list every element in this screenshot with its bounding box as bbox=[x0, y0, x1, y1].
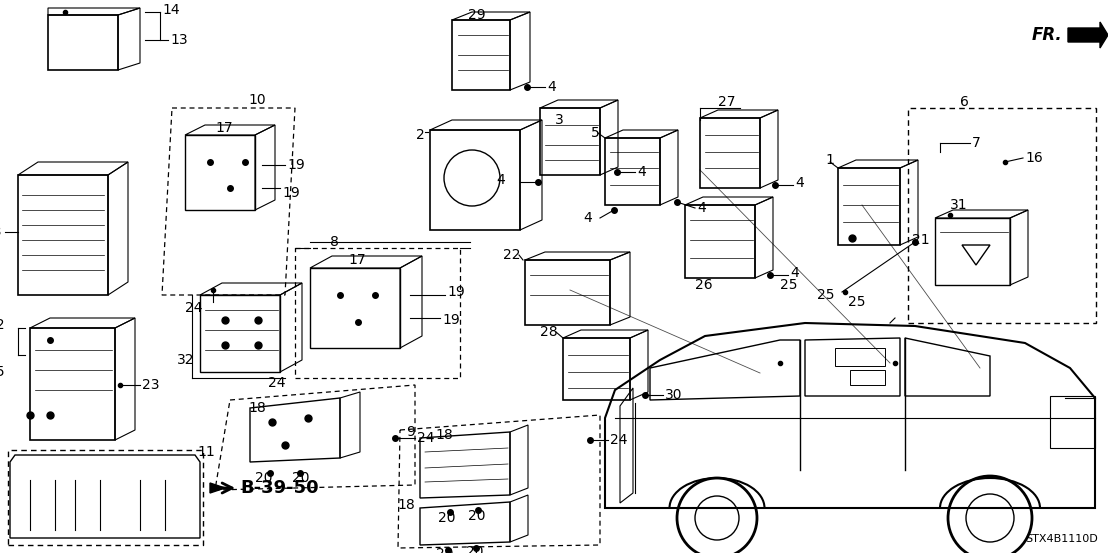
Text: 8: 8 bbox=[330, 235, 339, 249]
Text: 6: 6 bbox=[960, 95, 968, 109]
Text: 20: 20 bbox=[468, 509, 485, 523]
Text: 20: 20 bbox=[255, 471, 273, 485]
Polygon shape bbox=[211, 483, 225, 493]
Text: 3: 3 bbox=[555, 113, 564, 127]
Text: 24: 24 bbox=[268, 376, 286, 390]
Text: 12: 12 bbox=[0, 318, 6, 332]
Text: STX4B1110D: STX4B1110D bbox=[1025, 534, 1098, 544]
Text: 18: 18 bbox=[398, 498, 416, 512]
Text: 25: 25 bbox=[780, 278, 798, 292]
Text: 20: 20 bbox=[437, 547, 453, 553]
Text: 13: 13 bbox=[170, 33, 187, 47]
Text: 24: 24 bbox=[417, 431, 434, 445]
Bar bbox=[850, 370, 885, 385]
Text: 33: 33 bbox=[0, 225, 2, 239]
Text: 17: 17 bbox=[348, 253, 366, 267]
Text: 24: 24 bbox=[185, 301, 203, 315]
Text: 2: 2 bbox=[417, 128, 425, 142]
Text: 20: 20 bbox=[466, 545, 483, 553]
Text: 4: 4 bbox=[496, 173, 505, 187]
Text: 26: 26 bbox=[695, 278, 712, 292]
Text: 7: 7 bbox=[972, 136, 981, 150]
Bar bbox=[907, 108, 1096, 323]
Text: 4: 4 bbox=[790, 266, 799, 280]
Text: 4: 4 bbox=[796, 176, 803, 190]
Bar bbox=[8, 450, 203, 545]
Text: 22: 22 bbox=[503, 248, 520, 262]
Text: 4: 4 bbox=[637, 165, 646, 179]
Text: 17: 17 bbox=[215, 121, 233, 135]
Text: 23: 23 bbox=[142, 378, 160, 392]
Text: 28: 28 bbox=[541, 325, 558, 339]
Text: 10: 10 bbox=[248, 93, 266, 107]
Polygon shape bbox=[1068, 22, 1108, 48]
Text: 19: 19 bbox=[283, 186, 300, 200]
Text: 16: 16 bbox=[1025, 151, 1043, 165]
Text: B-39-50: B-39-50 bbox=[240, 479, 319, 497]
Text: 14: 14 bbox=[162, 3, 179, 17]
Text: 31: 31 bbox=[950, 198, 967, 212]
Text: 19: 19 bbox=[287, 158, 305, 172]
Text: 4: 4 bbox=[697, 201, 706, 215]
Text: FR.: FR. bbox=[1032, 26, 1061, 44]
Text: 20: 20 bbox=[293, 471, 309, 485]
Text: 19: 19 bbox=[442, 313, 460, 327]
Text: 1: 1 bbox=[825, 153, 834, 167]
Text: 9: 9 bbox=[407, 425, 416, 439]
Text: 25: 25 bbox=[818, 288, 835, 302]
Text: 20: 20 bbox=[438, 511, 455, 525]
Text: 15: 15 bbox=[0, 365, 6, 379]
Text: 19: 19 bbox=[447, 285, 464, 299]
Text: 4: 4 bbox=[547, 80, 556, 94]
Text: 5: 5 bbox=[592, 126, 601, 140]
Text: 4: 4 bbox=[583, 211, 592, 225]
Text: 18: 18 bbox=[435, 428, 453, 442]
Text: 32: 32 bbox=[176, 353, 194, 367]
Text: 11: 11 bbox=[197, 445, 215, 459]
Text: 30: 30 bbox=[665, 388, 683, 402]
Text: 29: 29 bbox=[468, 8, 485, 22]
Bar bbox=[835, 348, 885, 366]
Text: 27: 27 bbox=[718, 95, 736, 109]
Text: 18: 18 bbox=[248, 401, 266, 415]
Text: 21: 21 bbox=[912, 233, 930, 247]
Text: 24: 24 bbox=[611, 433, 627, 447]
Text: 25: 25 bbox=[848, 295, 865, 309]
